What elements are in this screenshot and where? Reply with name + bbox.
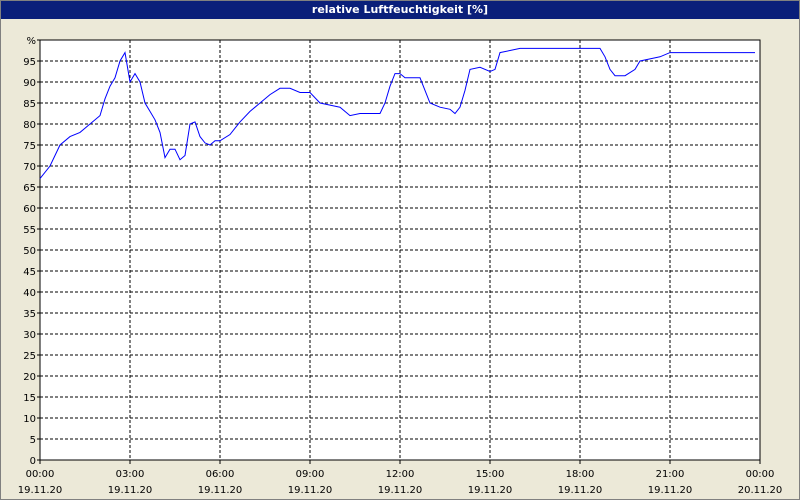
y-tick-label: 55 xyxy=(23,225,36,236)
y-tick-label: 80 xyxy=(23,120,36,131)
y-tick-label: 85 xyxy=(23,99,36,110)
x-tick-time: 09:00 xyxy=(296,469,325,480)
x-tick-time: 03:00 xyxy=(116,469,145,480)
x-tick-label: 12:00 19.11.20 xyxy=(378,469,423,496)
y-tick-label: 25 xyxy=(23,351,36,362)
y-tick-label: 75 xyxy=(23,141,36,152)
y-tick-label: 90 xyxy=(23,78,36,89)
x-tick-time: 12:00 xyxy=(386,469,415,480)
x-tick-date: 19.11.20 xyxy=(558,485,603,496)
y-tick-label: 45 xyxy=(23,267,36,278)
x-tick-label: 18:00 19.11.20 xyxy=(558,469,603,496)
y-tick-label: 35 xyxy=(23,309,36,320)
x-tick-time: 00:00 xyxy=(746,469,775,480)
y-tick-label: 20 xyxy=(23,372,36,383)
plot-border xyxy=(39,39,761,461)
y-tick-label: % xyxy=(26,36,36,47)
title-bar: relative Luftfeuchtigkeit [%] xyxy=(1,1,799,19)
x-tick-label: 21:00 19.11.20 xyxy=(648,469,693,496)
y-tick-label: 0 xyxy=(30,456,36,467)
x-tick-label: 15:00 19.11.20 xyxy=(468,469,513,496)
x-tick-label: 06:00 19.11.20 xyxy=(198,469,243,496)
x-tick-date: 19.11.20 xyxy=(378,485,423,496)
x-tick-date: 20.11.20 xyxy=(738,485,783,496)
x-tick-time: 00:00 xyxy=(26,469,55,480)
x-tick-time: 06:00 xyxy=(206,469,235,480)
y-tick-label: 30 xyxy=(23,330,36,341)
y-tick-label: 50 xyxy=(23,246,36,257)
x-tick-time: 18:00 xyxy=(566,469,595,480)
x-tick-time: 21:00 xyxy=(656,469,685,480)
x-tick-date: 19.11.20 xyxy=(288,485,333,496)
data-line xyxy=(39,47,755,179)
x-tick-date: 19.11.20 xyxy=(198,485,243,496)
x-tick-label: 03:00 19.11.20 xyxy=(108,469,153,496)
y-tick-label: 5 xyxy=(30,435,36,446)
x-tick-label: 00:00 19.11.20 xyxy=(18,469,63,496)
x-tick-date: 19.11.20 xyxy=(18,485,63,496)
x-tick-label: 00:00 20.11.20 xyxy=(738,469,783,496)
y-tick-label: 70 xyxy=(23,162,36,173)
x-tick-date: 19.11.20 xyxy=(108,485,153,496)
y-tick-label: 95 xyxy=(23,57,36,68)
x-tick-date: 19.11.20 xyxy=(468,485,513,496)
y-tick-label: 60 xyxy=(23,204,36,215)
y-tick-label: 40 xyxy=(23,288,36,299)
x-tick-date: 19.11.20 xyxy=(648,485,693,496)
x-tick-time: 15:00 xyxy=(476,469,505,480)
y-tick-label: 10 xyxy=(23,414,36,425)
y-tick-label: 15 xyxy=(23,393,36,404)
x-tick-label: 09:00 19.11.20 xyxy=(288,469,333,496)
y-tick-label: 65 xyxy=(23,183,36,194)
